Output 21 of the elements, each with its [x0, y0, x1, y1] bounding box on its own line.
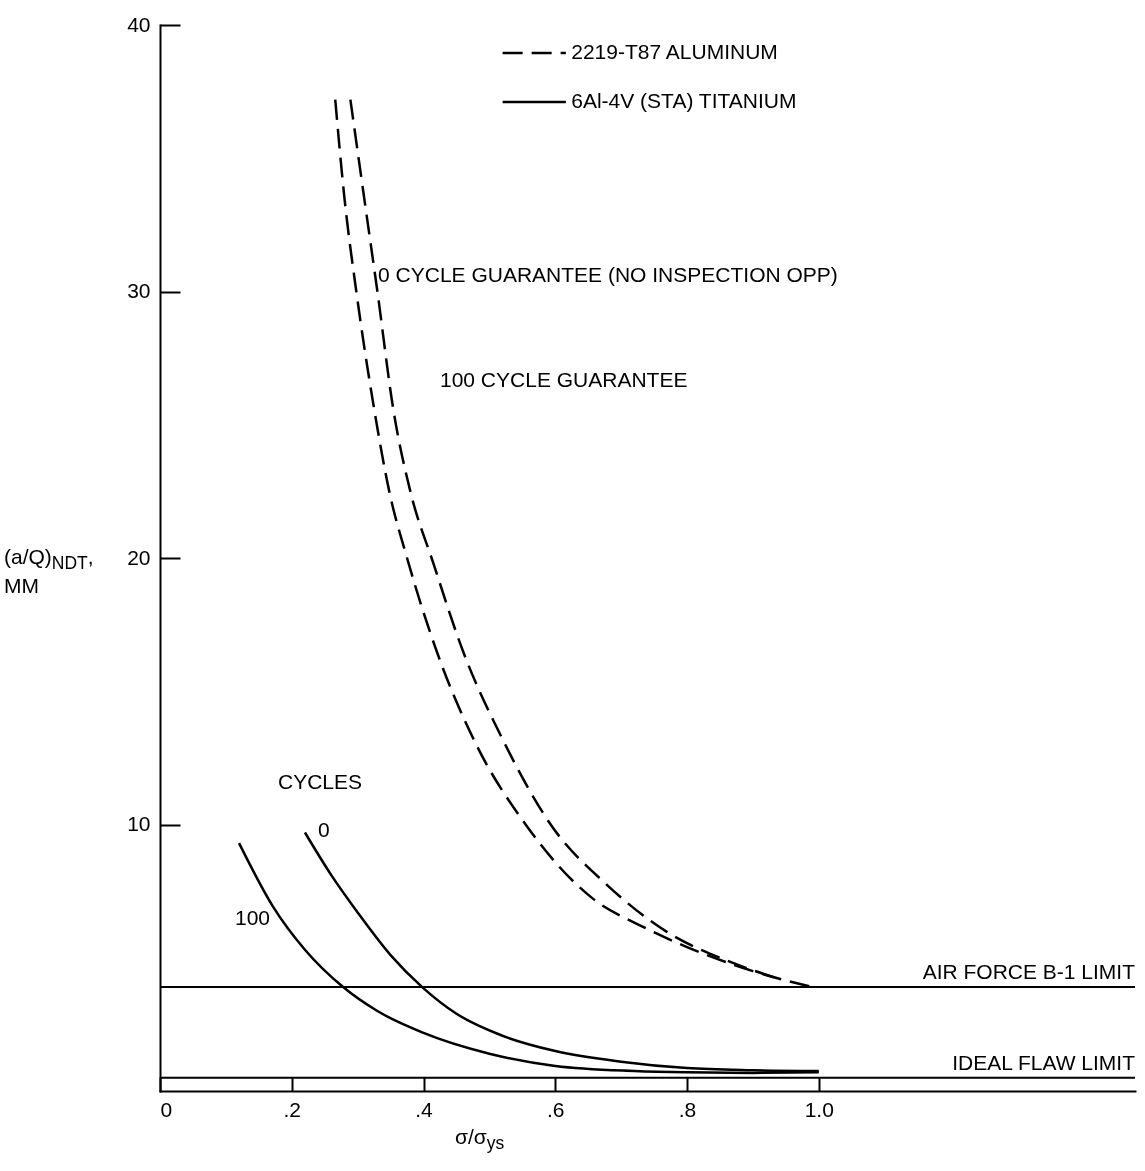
annotation: 100 CYCLE GUARANTEE [440, 368, 688, 392]
annotation: CYCLES [278, 770, 363, 794]
ref-line-label: AIR FORCE B-1 LIMIT [922, 960, 1136, 984]
x-tick-label: 1.0 [804, 1097, 834, 1121]
x-axis-title: σ/σ$_{ys}$ [455, 1125, 505, 1155]
legend-label: 6Al-4V (STA) TITANIUM [571, 89, 797, 112]
text: (a/Q)$_{NDT}$, MM [4, 545, 94, 598]
x-tick-label: .6 [547, 1097, 565, 1121]
ref-line-label: IDEAL FLAW LIMIT [952, 1050, 1136, 1074]
legend-label: 2219-T87 ALUMINUM [571, 40, 778, 63]
y-tick-label: 10 [127, 812, 151, 835]
y-tick-label: 20 [127, 545, 151, 569]
annotation: 0 [318, 818, 330, 842]
y-tick-label: 30 [127, 279, 151, 302]
annotation: 100 [235, 906, 271, 930]
x-tick-label: .2 [283, 1097, 302, 1121]
x-tick-label: .4 [415, 1097, 434, 1121]
annotation: 0 CYCLE GUARANTEE (NO INSPECTION OPP) [378, 262, 838, 286]
y-tick-label: 40 [127, 12, 151, 36]
x-tick-label: .8 [678, 1097, 697, 1121]
x-tick-label: 0 [160, 1097, 173, 1121]
